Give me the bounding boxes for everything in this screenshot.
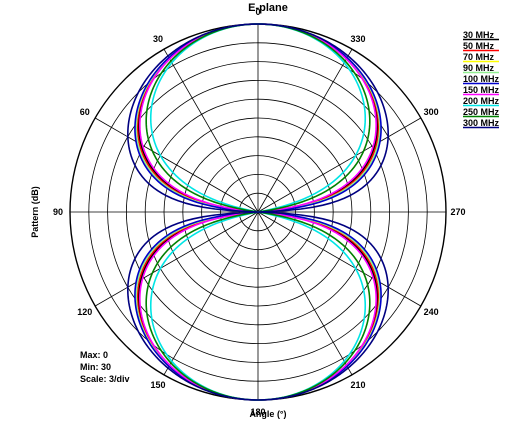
legend-entry: 300 MHz [463, 118, 500, 128]
series-line [127, 23, 389, 401]
legend-entry: 100 MHz [463, 74, 500, 84]
y-axis-label: Pattern (dB) [30, 186, 40, 238]
angle-tick-label: 30 [153, 34, 163, 44]
stat-scale: Scale: 3/div [80, 374, 130, 384]
angle-tick-label: 60 [80, 107, 90, 117]
grid-spoke [257, 211, 422, 307]
angle-tick-label: 150 [150, 380, 165, 390]
angle-tick-label: 90 [53, 207, 63, 217]
legend-entry: 70 MHz [463, 52, 495, 62]
angle-tick-label: 270 [450, 207, 465, 217]
angle-tick-label: 210 [350, 380, 365, 390]
grid-spoke [163, 211, 259, 376]
grid-spoke [257, 48, 353, 213]
grid-spoke [94, 117, 259, 213]
angle-tick-label: 180 [250, 407, 265, 417]
legend-entry: 200 MHz [463, 96, 500, 106]
grid-spoke [257, 117, 422, 213]
angle-tick-label: 240 [424, 307, 439, 317]
legend-entry: 30 MHz [463, 30, 495, 40]
pattern-series [127, 23, 389, 401]
x-axis-label: Angle (°) [249, 409, 286, 419]
angle-tick-labels: 0 30 60 90 120 150 180 210 240 270 300 330 [53, 7, 466, 417]
chart-title: E-plane [248, 2, 288, 14]
legend-entry: 90 MHz [463, 63, 495, 73]
grid-spoke [94, 211, 259, 307]
legend-entry: 250 MHz [463, 107, 500, 117]
stat-max: Max: 0 [80, 350, 108, 360]
angle-tick-label: 330 [350, 34, 365, 44]
stat-min: Min: 30 [80, 362, 111, 372]
angle-tick-label: 120 [77, 307, 92, 317]
angle-tick-label: 300 [424, 107, 439, 117]
legend-entry: 50 MHz [463, 41, 495, 51]
angle-tick-label: 0 [255, 7, 260, 17]
grid-spoke [163, 48, 259, 213]
grid-spoke [257, 211, 353, 376]
polar-grid [69, 23, 447, 401]
legend-entry: 150 MHz [463, 85, 500, 95]
